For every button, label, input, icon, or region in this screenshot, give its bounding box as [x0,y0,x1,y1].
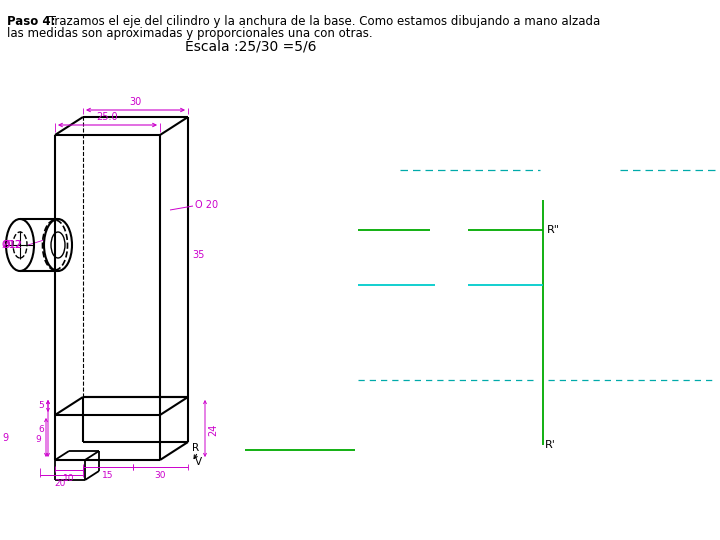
Text: 30: 30 [129,97,141,107]
Text: Ø12: Ø12 [3,240,23,250]
Text: 15: 15 [102,471,114,480]
Text: O 20: O 20 [195,200,218,210]
Text: 9: 9 [2,433,8,443]
Text: V: V [195,457,202,467]
Text: 10: 10 [63,474,75,483]
Text: 24: 24 [208,424,218,436]
Text: Paso 4:: Paso 4: [7,15,55,28]
Text: Ø12: Ø12 [2,240,22,250]
Text: 5: 5 [38,402,44,410]
Text: las medidas son aproximadas y proporcionales una con otras.: las medidas son aproximadas y proporcion… [7,27,373,40]
Text: 25.0: 25.0 [96,112,118,122]
Text: 30: 30 [154,471,166,480]
Text: 20: 20 [54,479,66,488]
Text: 9: 9 [35,435,41,444]
Text: Trazamos el eje del cilindro y la anchura de la base. Como estamos dibujando a m: Trazamos el eje del cilindro y la anchur… [45,15,600,28]
Text: 35: 35 [192,250,204,260]
Text: 6: 6 [38,426,44,435]
Text: R: R [192,443,199,453]
Text: Escala :25/30 =5/6: Escala :25/30 =5/6 [185,40,317,54]
Text: R": R" [547,225,560,235]
Text: R': R' [545,440,556,450]
